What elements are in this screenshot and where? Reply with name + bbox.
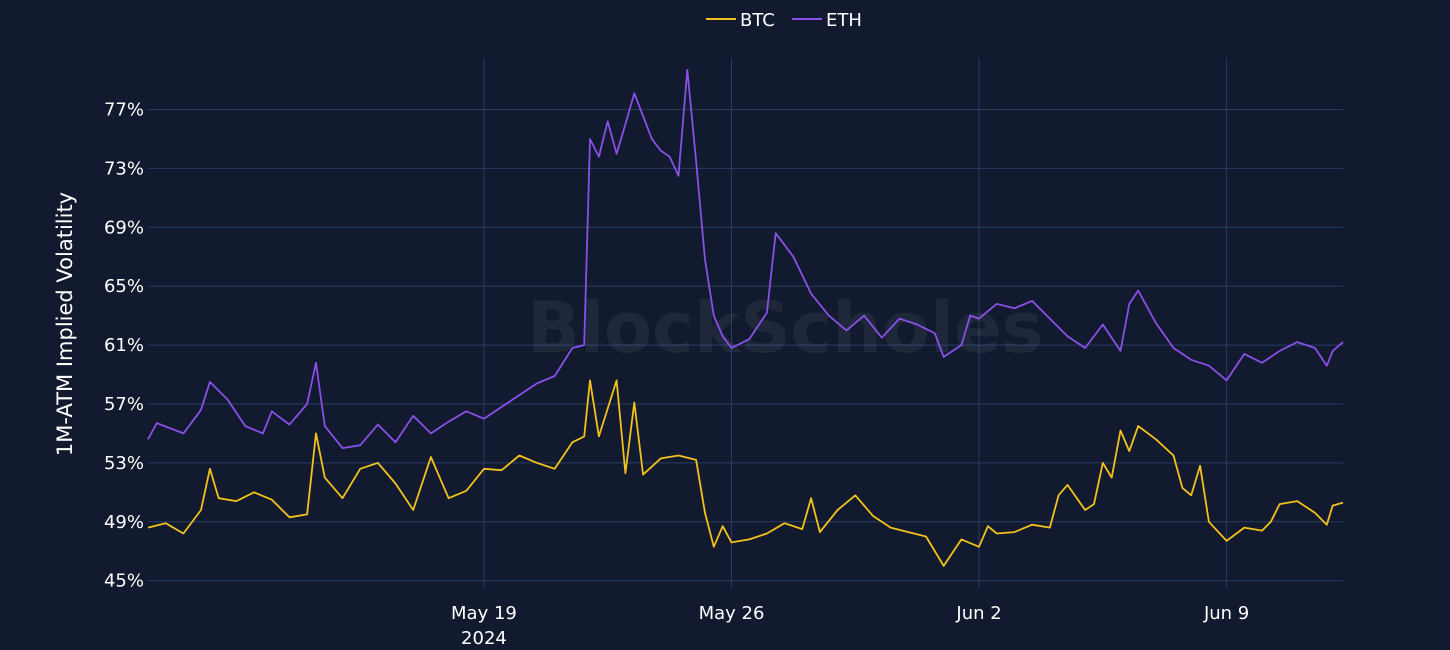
- series-lines: [147, 68, 1344, 567]
- legend: BTC ETH: [706, 10, 862, 31]
- x-tick-label: Jun 9: [1203, 603, 1249, 624]
- legend-label-btc[interactable]: BTC: [740, 10, 775, 31]
- y-tick-label: 53%: [104, 453, 144, 474]
- x-tick-label: May 26: [699, 603, 765, 624]
- x-axis-ticks: May 19 2024 May 26 Jun 2 Jun 9: [451, 603, 1249, 649]
- y-tick-label: 61%: [104, 335, 144, 356]
- legend-label-eth[interactable]: ETH: [826, 10, 862, 31]
- y-tick-label: 49%: [104, 512, 144, 533]
- y-tick-label: 69%: [104, 217, 144, 238]
- y-tick-label: 65%: [104, 276, 144, 297]
- y-tick-label: 57%: [104, 394, 144, 415]
- series-line-btc: [147, 379, 1344, 567]
- watermark: BlockScholes: [527, 287, 1043, 369]
- y-tick-label: 77%: [104, 100, 144, 121]
- x-tick-label: May 19: [451, 603, 517, 624]
- y-tick-label: 45%: [104, 571, 144, 592]
- x-tick-sublabel: 2024: [461, 628, 507, 649]
- series-line-eth: [147, 68, 1344, 449]
- y-axis-label: 1M-ATM Implied Volatility: [53, 192, 77, 456]
- x-tick-label: Jun 2: [955, 603, 1001, 624]
- y-tick-label: 73%: [104, 158, 144, 179]
- y-axis-ticks: 45% 49% 53% 57% 61% 65% 69% 73% 77%: [104, 100, 144, 592]
- gridlines: [148, 58, 1343, 588]
